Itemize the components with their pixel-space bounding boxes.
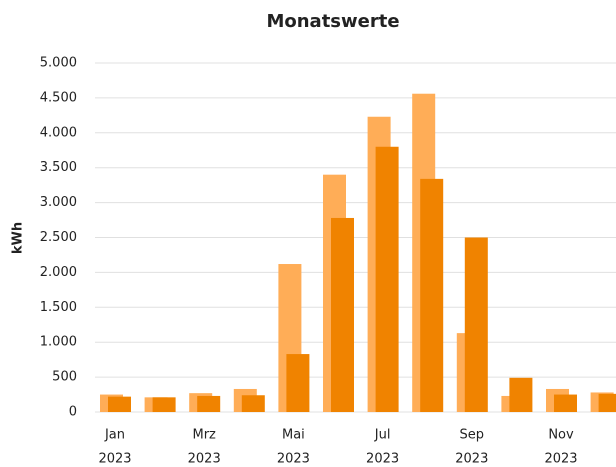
x-tick-label-year: 2023 [366, 452, 399, 467]
y-tick-label: 2.000 [40, 265, 77, 280]
y-tick-label: 4.000 [40, 125, 77, 140]
bar [331, 217, 354, 412]
x-tick-label-year: 2023 [455, 452, 488, 467]
bar [554, 394, 577, 412]
y-tick-label: 0 [69, 405, 77, 420]
bar [509, 377, 533, 412]
bar [464, 237, 488, 412]
bar [286, 354, 310, 412]
x-tick-label: Jan [104, 428, 125, 443]
x-tick-label-year: 2023 [188, 452, 221, 467]
x-tick-label-year: 2023 [277, 452, 310, 467]
bar [375, 146, 399, 412]
y-tick-label: 4.500 [40, 90, 77, 105]
bar [420, 178, 444, 412]
y-tick-label: 3.000 [40, 195, 77, 210]
x-tick-label-year: 2023 [544, 452, 577, 467]
x-tick-label: Mai [282, 428, 305, 443]
x-tick-label: Jul [374, 428, 391, 443]
chart-title: Monatswerte [266, 11, 399, 32]
x-tick-label: Sep [460, 428, 485, 443]
y-tick-label: 3.500 [40, 160, 77, 175]
y-tick-label: 1.500 [40, 300, 77, 315]
x-tick-label-year: 2023 [98, 452, 131, 467]
bar [241, 395, 265, 412]
y-tick-label: 1.000 [40, 335, 77, 350]
y-axis-label: kWh [11, 222, 26, 254]
x-tick-label: Mrz [193, 428, 217, 443]
bar [108, 396, 131, 412]
y-tick-label: 2.500 [40, 230, 77, 245]
bar [197, 395, 221, 412]
y-tick-label: 5.000 [40, 56, 77, 71]
y-tick-label: 500 [52, 370, 77, 385]
bar [598, 393, 616, 412]
bar [152, 397, 176, 412]
x-tick-label: Nov [548, 428, 574, 443]
